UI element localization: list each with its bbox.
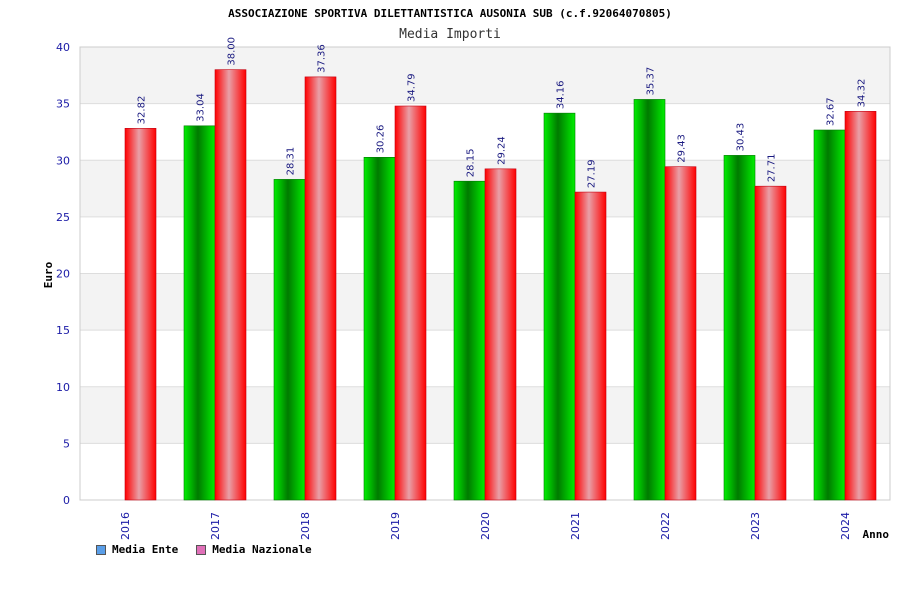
bar-media-ente [633,99,666,501]
y-tick-label: 25 [56,211,70,224]
legend-swatch-media-ente [96,544,106,555]
data-label: 38.00 [227,37,238,66]
data-label: 28.15 [466,149,477,178]
data-label: 35.37 [646,67,657,96]
data-label: 33.04 [196,93,207,122]
data-label: 29.24 [497,136,508,165]
x-tick-label: 2022 [659,512,672,540]
x-tick-label: 2023 [749,512,762,540]
bar-media-nazionale [844,111,877,501]
y-tick-label: 35 [56,98,70,111]
bar-media-nazionale [664,166,697,501]
x-tick-label: 2021 [569,512,582,540]
x-tick-label: 2024 [839,512,852,540]
y-axis-label: Euro [42,261,55,288]
data-label: 30.26 [376,125,387,154]
bar-media-ente [723,155,756,501]
data-label: 37.36 [317,44,328,73]
y-tick-label: 0 [63,494,70,507]
legend-swatch-media-nazionale [196,544,207,555]
plot-area: 0 5 10 15 20 25 30 35 40 32.82 2016 33.04 38.00 2017 2… [56,37,891,540]
bar-media-ente [543,112,576,501]
data-label: 27.71 [767,154,778,183]
bar-media-nazionale [754,185,787,501]
bar-media-nazionale [214,69,247,501]
bar-media-ente [183,125,216,501]
legend: Media Ente Media Nazionale [96,543,312,556]
bar-media-nazionale [394,105,427,501]
y-tick-label: 15 [56,324,70,337]
bar-media-nazionale [304,76,337,501]
bar-media-nazionale [124,128,157,501]
x-tick-label: 2020 [479,512,492,540]
y-tick-label: 30 [56,154,70,167]
chart-subtitle: Media Importi [399,27,501,42]
legend-item-media-ente: Media Ente [96,543,178,556]
bar-media-ente [363,157,396,501]
data-label: 32.67 [826,97,837,126]
data-label: 29.43 [677,134,688,163]
legend-label-media-nazionale: Media Nazionale [212,543,312,556]
data-label: 27.19 [587,159,598,188]
x-axis-label: Anno [863,528,890,541]
y-tick-label: 10 [56,381,70,394]
x-tick-label: 2017 [209,512,222,540]
data-label: 30.43 [736,123,747,152]
chart-title: ASSOCIAZIONE SPORTIVA DILETTANTISTICA AU… [228,7,672,20]
x-tick-label: 2016 [119,512,132,540]
legend-label-media-ente: Media Ente [112,543,179,556]
bar-media-nazionale [574,191,607,501]
legend-item-media-nazionale: Media Nazionale [196,543,312,556]
data-label: 32.82 [137,96,148,125]
bar-media-ente [273,179,306,501]
data-label: 28.31 [286,147,297,176]
bar-media-ente [453,180,486,501]
x-tick-label: 2019 [389,512,402,540]
y-tick-label: 20 [56,268,70,281]
data-label: 34.16 [556,80,567,109]
y-tick-label: 5 [63,437,70,450]
data-label: 34.79 [407,73,418,102]
data-label: 34.32 [857,79,868,108]
x-tick-label: 2018 [299,512,312,540]
bar-media-ente [813,129,846,501]
bar-media-nazionale [484,168,517,501]
y-tick-label: 40 [56,41,70,54]
